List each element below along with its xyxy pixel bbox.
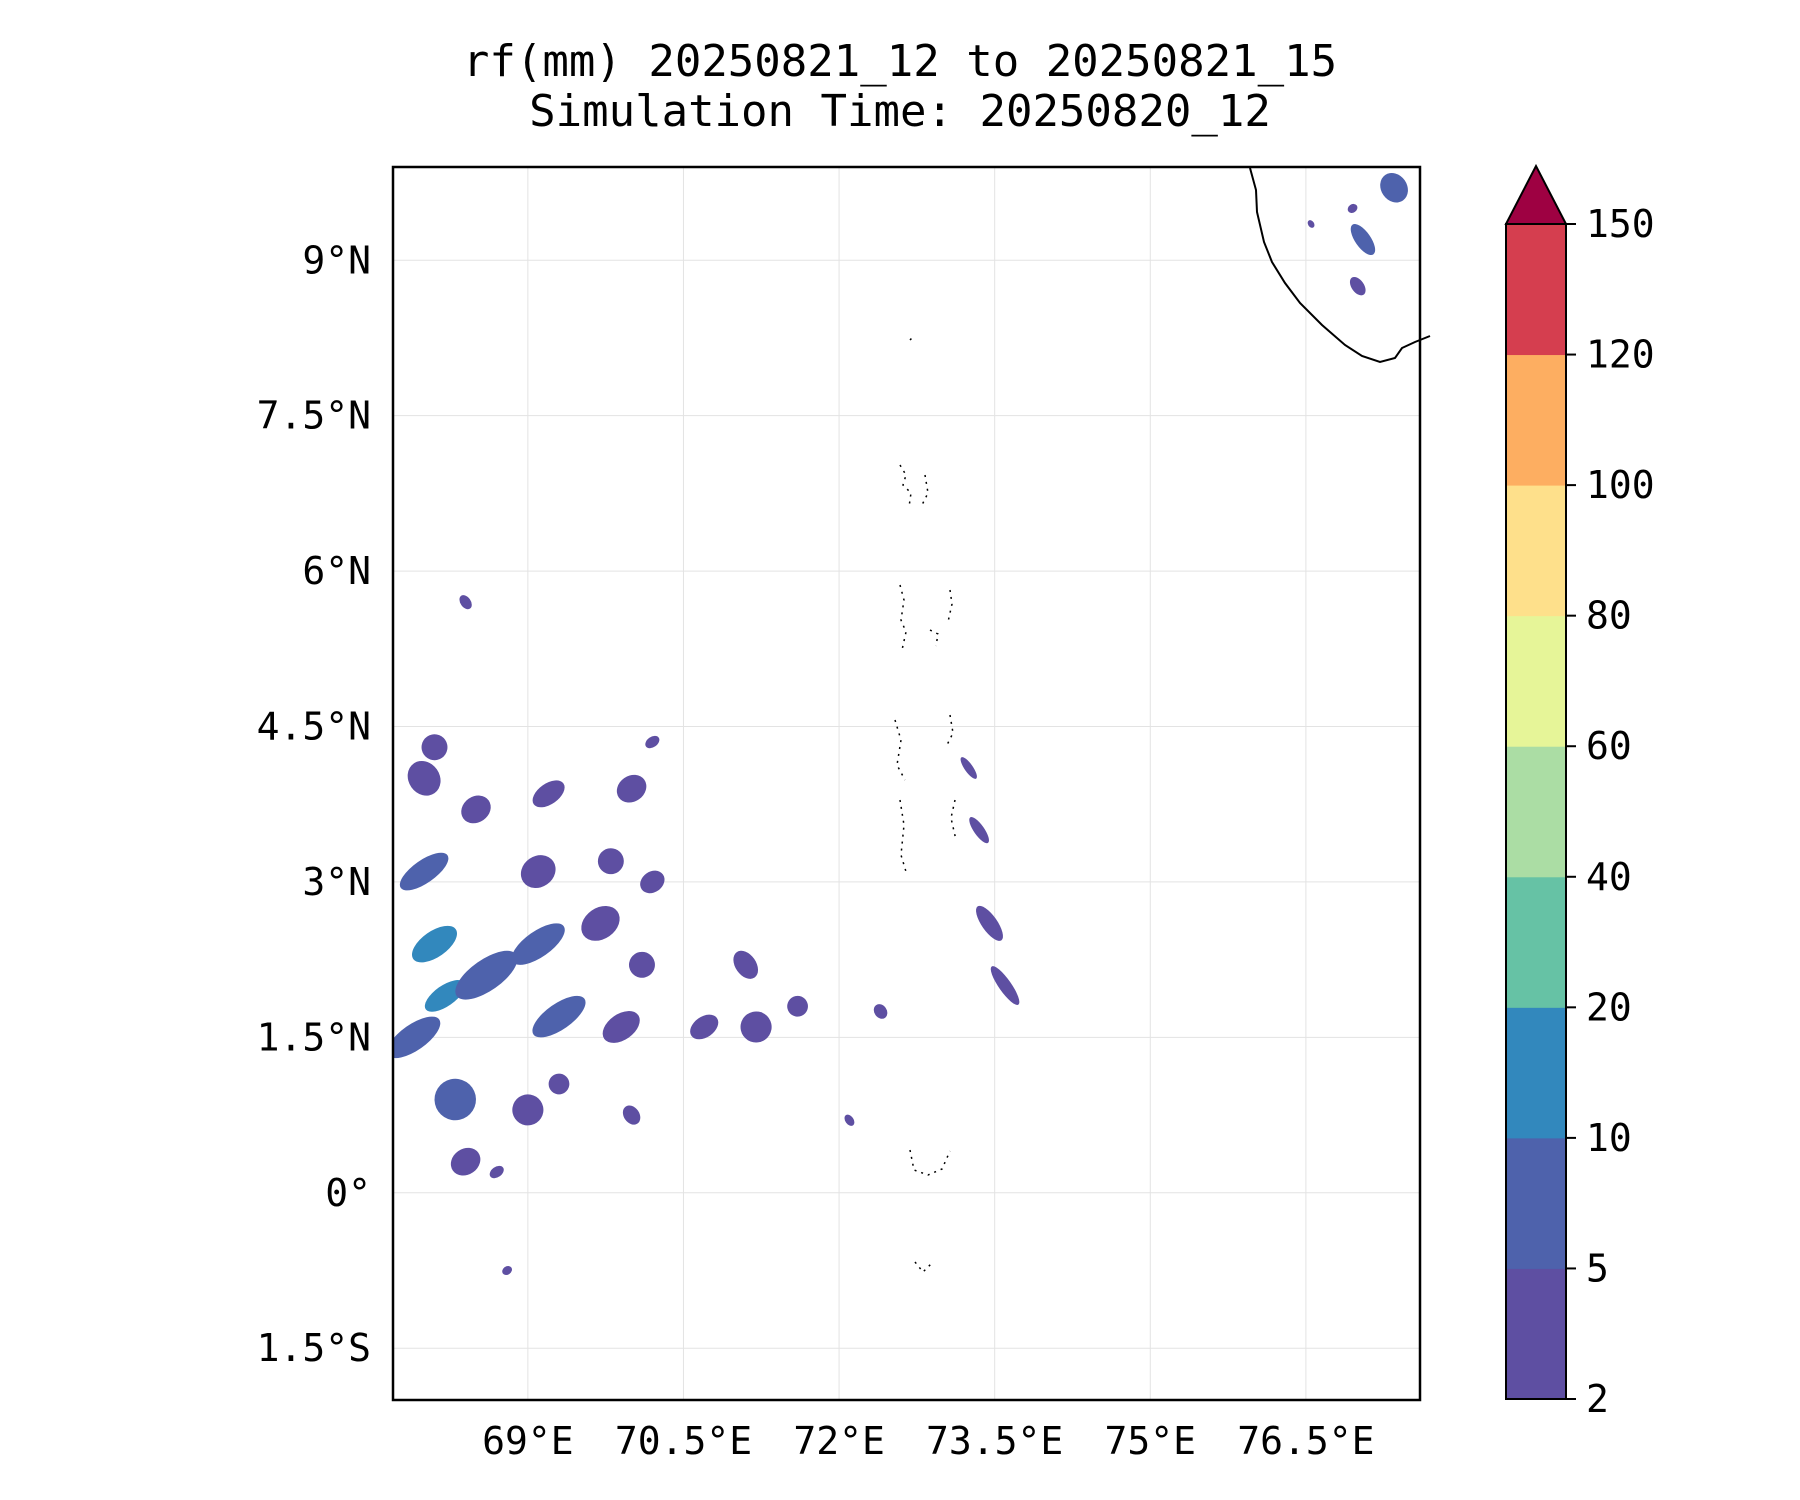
x-tick-label: 70.5°E bbox=[615, 1419, 752, 1463]
rain-cell bbox=[976, 905, 1003, 941]
rain-cell bbox=[548, 1073, 570, 1095]
rain-cell bbox=[616, 774, 647, 803]
y-axis-ticks: 1.5°S 0° 1.5°N 3°N 4.5°N 6°N 7.5°N 9°N bbox=[257, 238, 371, 1370]
rain-cell bbox=[960, 757, 977, 779]
colorbar-segment bbox=[1506, 485, 1566, 617]
rainfall-field bbox=[393, 172, 1408, 1275]
rain-cell bbox=[873, 1004, 888, 1019]
colorbar: 2 5 10 20 40 60 80 100 120 150 bbox=[1504, 163, 1655, 1421]
colorbar-segment bbox=[1506, 876, 1566, 1008]
colorbar-frame bbox=[1505, 223, 1567, 1400]
rain-cell bbox=[640, 870, 665, 894]
y-tick-label: 6°N bbox=[302, 549, 371, 593]
rain-cell bbox=[411, 925, 458, 963]
rain-cell bbox=[455, 950, 518, 1000]
rain-cell bbox=[421, 734, 448, 761]
colorbar-segment bbox=[1506, 1007, 1566, 1139]
rain-cell bbox=[393, 1016, 441, 1059]
colorbar-extend-triangle bbox=[1504, 163, 1568, 225]
rain-cell bbox=[512, 1094, 544, 1126]
y-tick-label: 0° bbox=[325, 1171, 371, 1215]
rain-cell bbox=[581, 905, 620, 941]
colorbar-label: 100 bbox=[1586, 463, 1655, 507]
coastline bbox=[894, 167, 1431, 1274]
rain-cell bbox=[1350, 224, 1376, 256]
rain-cell bbox=[690, 1014, 719, 1040]
colorbar-segment bbox=[1506, 615, 1566, 747]
rain-cell bbox=[502, 1265, 512, 1275]
rain-cell bbox=[1380, 172, 1408, 203]
rain-cell bbox=[532, 995, 586, 1038]
rain-cell bbox=[629, 951, 655, 978]
rain-cell bbox=[597, 848, 624, 875]
colorbar-segment bbox=[1506, 1268, 1566, 1400]
rain-cell bbox=[489, 1165, 504, 1179]
rain-cell bbox=[602, 1011, 640, 1043]
india-coastline bbox=[1249, 167, 1431, 364]
colorbar-label: 80 bbox=[1586, 594, 1632, 638]
rain-cell bbox=[424, 980, 465, 1012]
chart-subtitle: Simulation Time: 20250820_12 bbox=[529, 86, 1271, 137]
colorbar-label: 40 bbox=[1586, 855, 1632, 899]
x-tick-label: 69°E bbox=[482, 1419, 574, 1463]
colorbar-label: 20 bbox=[1586, 985, 1632, 1029]
rain-cell bbox=[1347, 203, 1358, 213]
rain-cell bbox=[990, 966, 1020, 1005]
y-tick-label: 1.5°S bbox=[257, 1326, 371, 1370]
rain-cell bbox=[511, 923, 565, 965]
colorbar-segment bbox=[1506, 224, 1566, 356]
colorbar-label: 2 bbox=[1586, 1377, 1609, 1421]
colorbar-label: 5 bbox=[1586, 1246, 1609, 1290]
chart-title: rf(mm) 20250821_12 to 20250821_15 bbox=[462, 36, 1338, 87]
gridlines bbox=[393, 167, 1420, 1400]
map-frame bbox=[391, 165, 1422, 1402]
colorbar-segment bbox=[1506, 746, 1566, 878]
y-tick-label: 7.5°N bbox=[257, 394, 371, 438]
x-tick-label: 72°E bbox=[793, 1419, 885, 1463]
x-tick-label: 75°E bbox=[1105, 1419, 1197, 1463]
rain-cell bbox=[740, 1011, 772, 1043]
rain-cell bbox=[787, 995, 808, 1017]
x-tick-label: 73.5°E bbox=[926, 1419, 1063, 1463]
colorbar-label: 120 bbox=[1586, 333, 1655, 377]
colorbar-segment bbox=[1506, 354, 1566, 486]
rain-cell bbox=[461, 795, 491, 824]
rain-cell bbox=[733, 950, 759, 979]
rain-cell bbox=[450, 1147, 481, 1176]
rain-cell bbox=[520, 855, 556, 889]
y-tick-label: 1.5°N bbox=[257, 1015, 371, 1059]
colorbar-label: 10 bbox=[1586, 1116, 1632, 1160]
colorbar-label: 150 bbox=[1586, 202, 1655, 246]
y-tick-label: 4.5°N bbox=[257, 705, 371, 749]
rain-cell bbox=[645, 735, 660, 749]
rain-cell bbox=[969, 817, 989, 844]
rain-cell bbox=[407, 760, 441, 796]
rain-cell bbox=[532, 780, 565, 808]
x-tick-label: 76.5°E bbox=[1237, 1419, 1374, 1463]
rain-cell bbox=[459, 595, 472, 610]
rain-cell bbox=[399, 852, 449, 891]
rain-cell bbox=[1349, 276, 1366, 296]
rain-cell bbox=[622, 1105, 641, 1125]
y-tick-label: 9°N bbox=[302, 238, 371, 282]
maldives-atolls bbox=[894, 335, 957, 1274]
rain-cell bbox=[1307, 220, 1315, 228]
x-axis-ticks: 69°E 70.5°E 72°E 73.5°E 75°E 76.5°E bbox=[482, 1419, 1374, 1463]
rain-cell bbox=[844, 1114, 855, 1126]
colorbar-label: 60 bbox=[1586, 724, 1632, 768]
y-tick-label: 3°N bbox=[302, 860, 371, 904]
colorbar-segment bbox=[1506, 1137, 1566, 1269]
rain-cell bbox=[434, 1078, 476, 1121]
